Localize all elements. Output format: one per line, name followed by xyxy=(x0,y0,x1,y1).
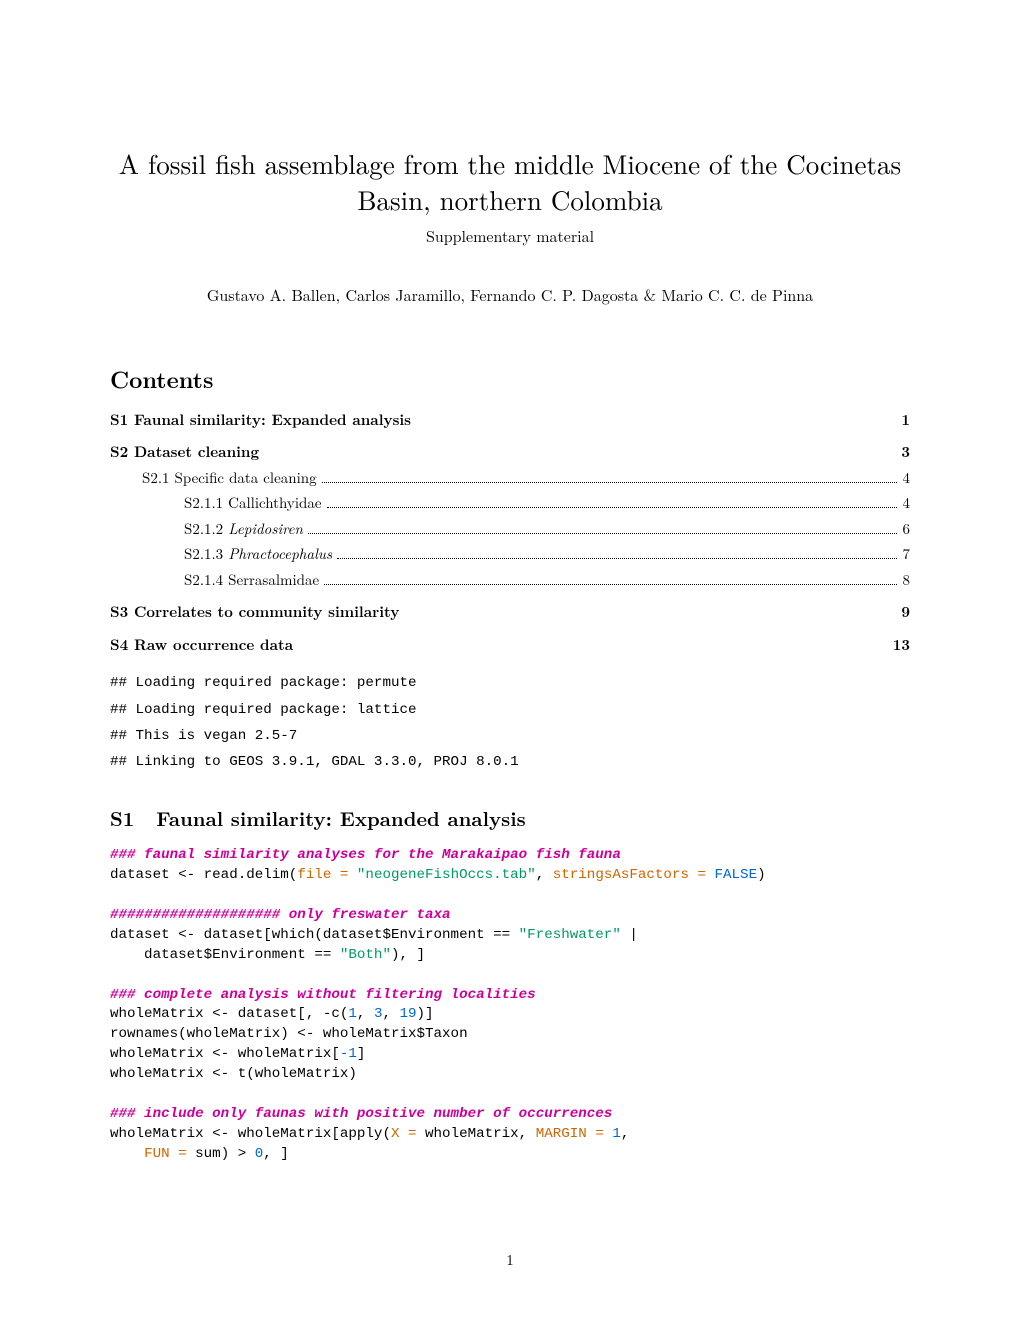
console-output: ## Loading required package: permute## L… xyxy=(110,670,910,775)
toc-label: S2.1 Specific data cleaning xyxy=(142,467,317,490)
paper-title: A fossil fish assemblage from the middle… xyxy=(110,145,910,218)
toc-label: S2.1.2 Lepidosiren xyxy=(184,518,303,541)
console-line: ## Loading required package: lattice xyxy=(110,697,910,723)
toc-page: 6 xyxy=(902,518,910,541)
console-line: ## Loading required package: permute xyxy=(110,670,910,696)
section-s1-heading: S1 Faunal similarity: Expanded analysis xyxy=(110,803,910,832)
toc-entry[interactable]: S2.1 Specific data cleaning 4 xyxy=(110,467,910,490)
section-s1-num: S1 xyxy=(110,803,134,832)
toc-entry[interactable]: S2 Dataset cleaning 3 xyxy=(110,441,910,464)
toc-label: S1 Faunal similarity: Expanded analysis xyxy=(110,409,411,432)
toc-label: S2.1.4 Serrasalmidae xyxy=(184,569,319,592)
toc-entry[interactable]: S2.1.4 Serrasalmidae 8 xyxy=(110,569,910,592)
console-line: ## Linking to GEOS 3.9.1, GDAL 3.3.0, PR… xyxy=(110,749,910,775)
table-of-contents: S1 Faunal similarity: Expanded analysis 1… xyxy=(110,409,910,657)
toc-entry[interactable]: S2.1.1 Callichthyidae 4 xyxy=(110,492,910,515)
toc-page: 13 xyxy=(893,634,910,657)
console-line: ## This is vegan 2.5-7 xyxy=(110,723,910,749)
toc-page: 9 xyxy=(901,601,910,624)
toc-label: S2.1.3 Phractocephalus xyxy=(184,543,332,566)
toc-label: S2 Dataset cleaning xyxy=(110,441,259,464)
toc-label: S4 Raw occurrence data xyxy=(110,634,293,657)
toc-page: 4 xyxy=(902,467,910,490)
toc-page: 3 xyxy=(901,441,910,464)
toc-entry[interactable]: S4 Raw occurrence data 13 xyxy=(110,634,910,657)
toc-entry[interactable]: S1 Faunal similarity: Expanded analysis 1 xyxy=(110,409,910,432)
paper-subtitle: Supplementary material xyxy=(110,224,910,247)
toc-page: 1 xyxy=(901,409,910,432)
toc-label: S3 Correlates to community similarity xyxy=(110,601,399,624)
contents-heading: Contents xyxy=(110,362,910,395)
page-number: 1 xyxy=(0,1249,1020,1270)
code-block: ### faunal similarity analyses for the M… xyxy=(110,846,910,1164)
section-s1-title: Faunal similarity: Expanded analysis xyxy=(156,803,525,832)
toc-entry[interactable]: S3 Correlates to community similarity 9 xyxy=(110,601,910,624)
toc-page: 7 xyxy=(902,543,910,566)
toc-entry[interactable]: S2.1.3 Phractocephalus 7 xyxy=(110,543,910,566)
toc-page: 4 xyxy=(902,492,910,515)
paper-authors: Gustavo A. Ballen, Carlos Jaramillo, Fer… xyxy=(110,283,910,306)
toc-page: 8 xyxy=(902,569,910,592)
toc-entry[interactable]: S2.1.2 Lepidosiren 6 xyxy=(110,518,910,541)
toc-label: S2.1.1 Callichthyidae xyxy=(184,492,322,515)
